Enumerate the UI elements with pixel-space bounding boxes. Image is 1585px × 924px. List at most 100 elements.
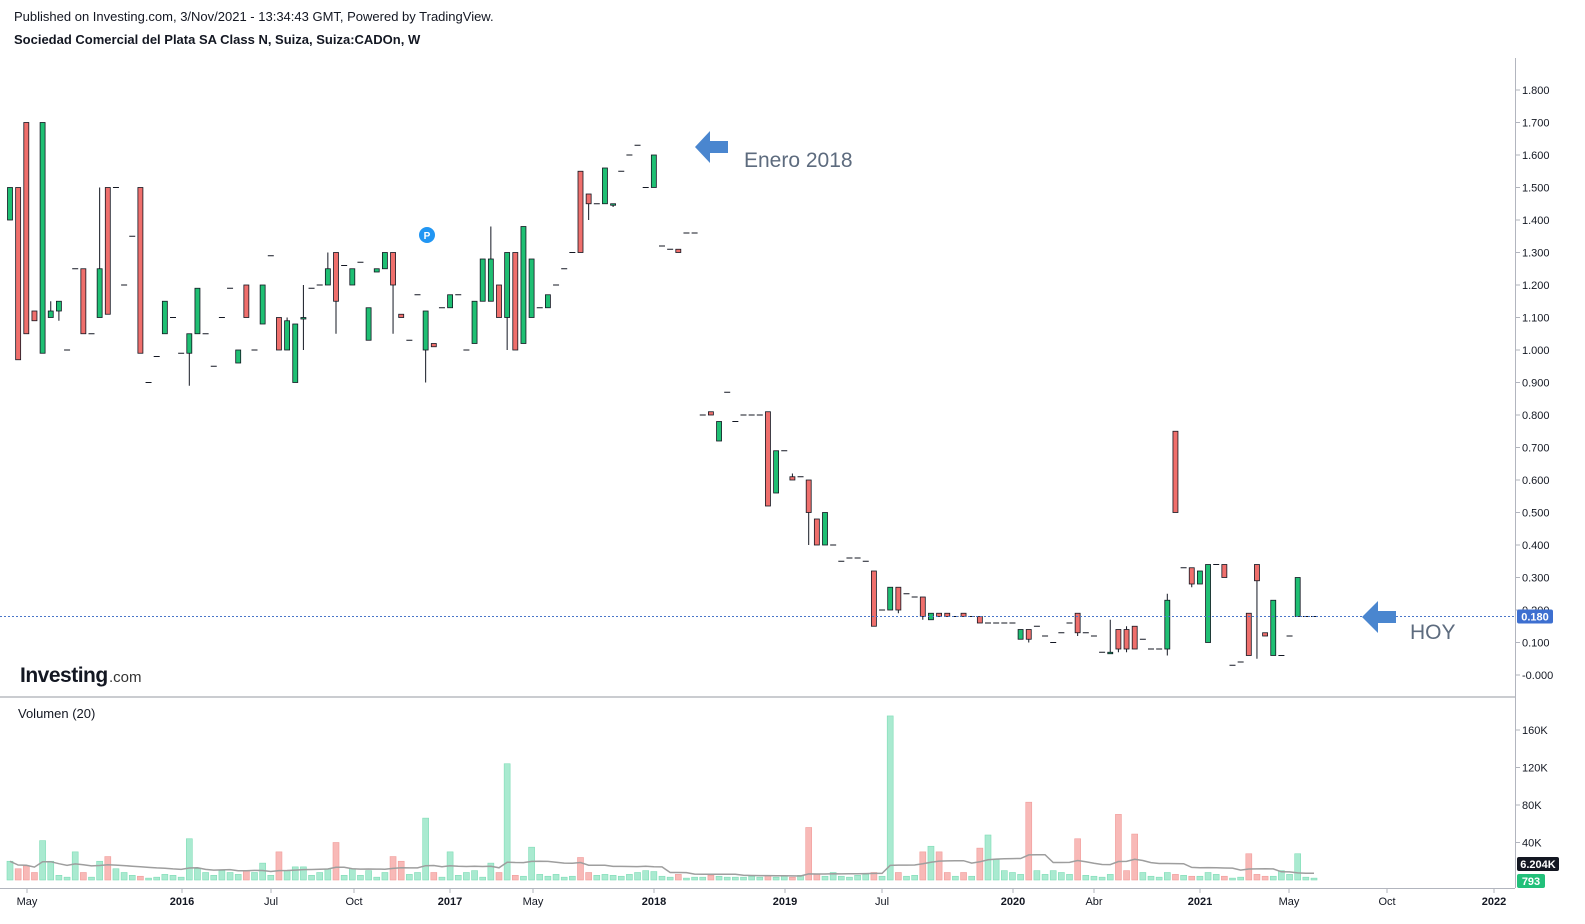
volume-tick-label: 40K — [1522, 838, 1542, 850]
candle-body — [422, 310, 429, 351]
volume-bar — [1221, 875, 1228, 881]
volume-bar — [829, 872, 837, 881]
candle-body — [243, 284, 250, 318]
volume-bar — [691, 876, 698, 881]
time-tick-label: Oct — [1378, 896, 1395, 908]
volume-bar — [202, 872, 209, 881]
candle — [96, 187, 103, 318]
time-tick-label: Abr — [1085, 896, 1102, 908]
candle-body — [284, 320, 291, 351]
last-price-tag: 0.180 — [1517, 609, 1553, 624]
volume-bar — [772, 876, 780, 881]
candle — [716, 421, 722, 442]
last-price-rect — [1517, 609, 1553, 624]
volume-bar — [846, 876, 853, 881]
time-tick-label: Jul — [264, 896, 278, 908]
volume-bar — [169, 875, 177, 881]
volume-bar — [821, 875, 829, 881]
volume-rect — [1517, 874, 1545, 888]
volume-bar — [560, 876, 568, 881]
last-volume-ma-tag: 6.204K — [1517, 857, 1559, 871]
price-tick-label: 1.300 — [1522, 248, 1550, 260]
candle-body — [447, 294, 454, 309]
candle-body — [104, 187, 111, 315]
hoy-annotation: HOY — [1362, 601, 1456, 644]
candle — [675, 248, 682, 253]
candle-body — [96, 268, 103, 318]
volume-bar — [1237, 876, 1244, 881]
candle — [585, 193, 592, 220]
candle-body — [602, 167, 608, 205]
candle — [512, 252, 519, 351]
candle — [194, 287, 201, 335]
volume-bar — [1188, 875, 1196, 881]
candle — [650, 154, 657, 188]
volume-bar — [1245, 853, 1253, 881]
candle — [1188, 567, 1195, 588]
candle-body — [23, 122, 30, 335]
volume-bar — [283, 870, 291, 881]
candle-body — [300, 317, 307, 320]
enero-annotation-text: Enero 2018 — [744, 149, 853, 172]
candle — [1197, 570, 1203, 585]
price-tick-label: 0.600 — [1522, 475, 1550, 487]
price-tick-label: 1.000 — [1522, 345, 1550, 357]
candle — [479, 258, 486, 302]
volume-bar — [112, 868, 120, 881]
volume-bar — [805, 827, 813, 881]
volume-bar — [194, 868, 201, 881]
volume-bar — [626, 874, 633, 881]
volume-bar — [511, 875, 519, 881]
volume-bar — [226, 872, 234, 881]
volume-bar — [1098, 876, 1106, 881]
volume-bar — [1139, 872, 1147, 881]
time-tick-label: 2020 — [1001, 896, 1025, 908]
candle — [944, 612, 951, 617]
candle-body — [1270, 599, 1277, 656]
enero-arrow-icon — [695, 131, 728, 163]
candle — [235, 349, 242, 364]
candle-body — [7, 187, 13, 221]
volume-bar — [723, 876, 731, 881]
candle — [487, 226, 494, 302]
volume-bar — [31, 872, 38, 881]
p-marker[interactable]: P — [419, 227, 435, 243]
price-tick-label: 0.100 — [1522, 638, 1550, 650]
time-tick-label: Jul — [875, 896, 889, 908]
volume-bar — [552, 874, 560, 881]
candle — [805, 479, 812, 545]
volume-bar — [903, 875, 910, 881]
volume-bar — [1310, 877, 1318, 881]
candle-body — [1188, 567, 1195, 585]
volume-bar — [63, 876, 71, 881]
volume-bar — [1155, 876, 1163, 881]
volume-bar — [71, 851, 79, 881]
volume-bar — [186, 838, 193, 881]
volume-bar — [1082, 875, 1090, 881]
candle — [1074, 612, 1081, 636]
candles — [7, 122, 1317, 666]
candle-body — [944, 612, 951, 617]
candle — [504, 252, 511, 350]
candle-body — [512, 252, 519, 351]
candle — [39, 122, 46, 354]
volume-bar — [968, 875, 976, 881]
price-tick-label: 0.700 — [1522, 443, 1550, 455]
last-volume-tag: 793 — [1517, 874, 1545, 888]
volume-bar — [544, 875, 552, 881]
volume-bar — [234, 874, 242, 881]
hoy-annotation-text: HOY — [1410, 621, 1456, 644]
candle-body — [1123, 629, 1130, 650]
candle-body — [47, 310, 54, 318]
candle — [789, 473, 796, 481]
candle-body — [496, 284, 502, 318]
volume-bar — [674, 874, 682, 881]
candle-body — [871, 570, 877, 627]
volume-bar — [1172, 874, 1179, 881]
volume-tick-label: 120K — [1522, 763, 1548, 775]
p-marker-letter: P — [424, 231, 431, 242]
volume-bar — [22, 865, 30, 881]
volume-bar — [137, 875, 144, 881]
volume-bar — [145, 877, 152, 881]
